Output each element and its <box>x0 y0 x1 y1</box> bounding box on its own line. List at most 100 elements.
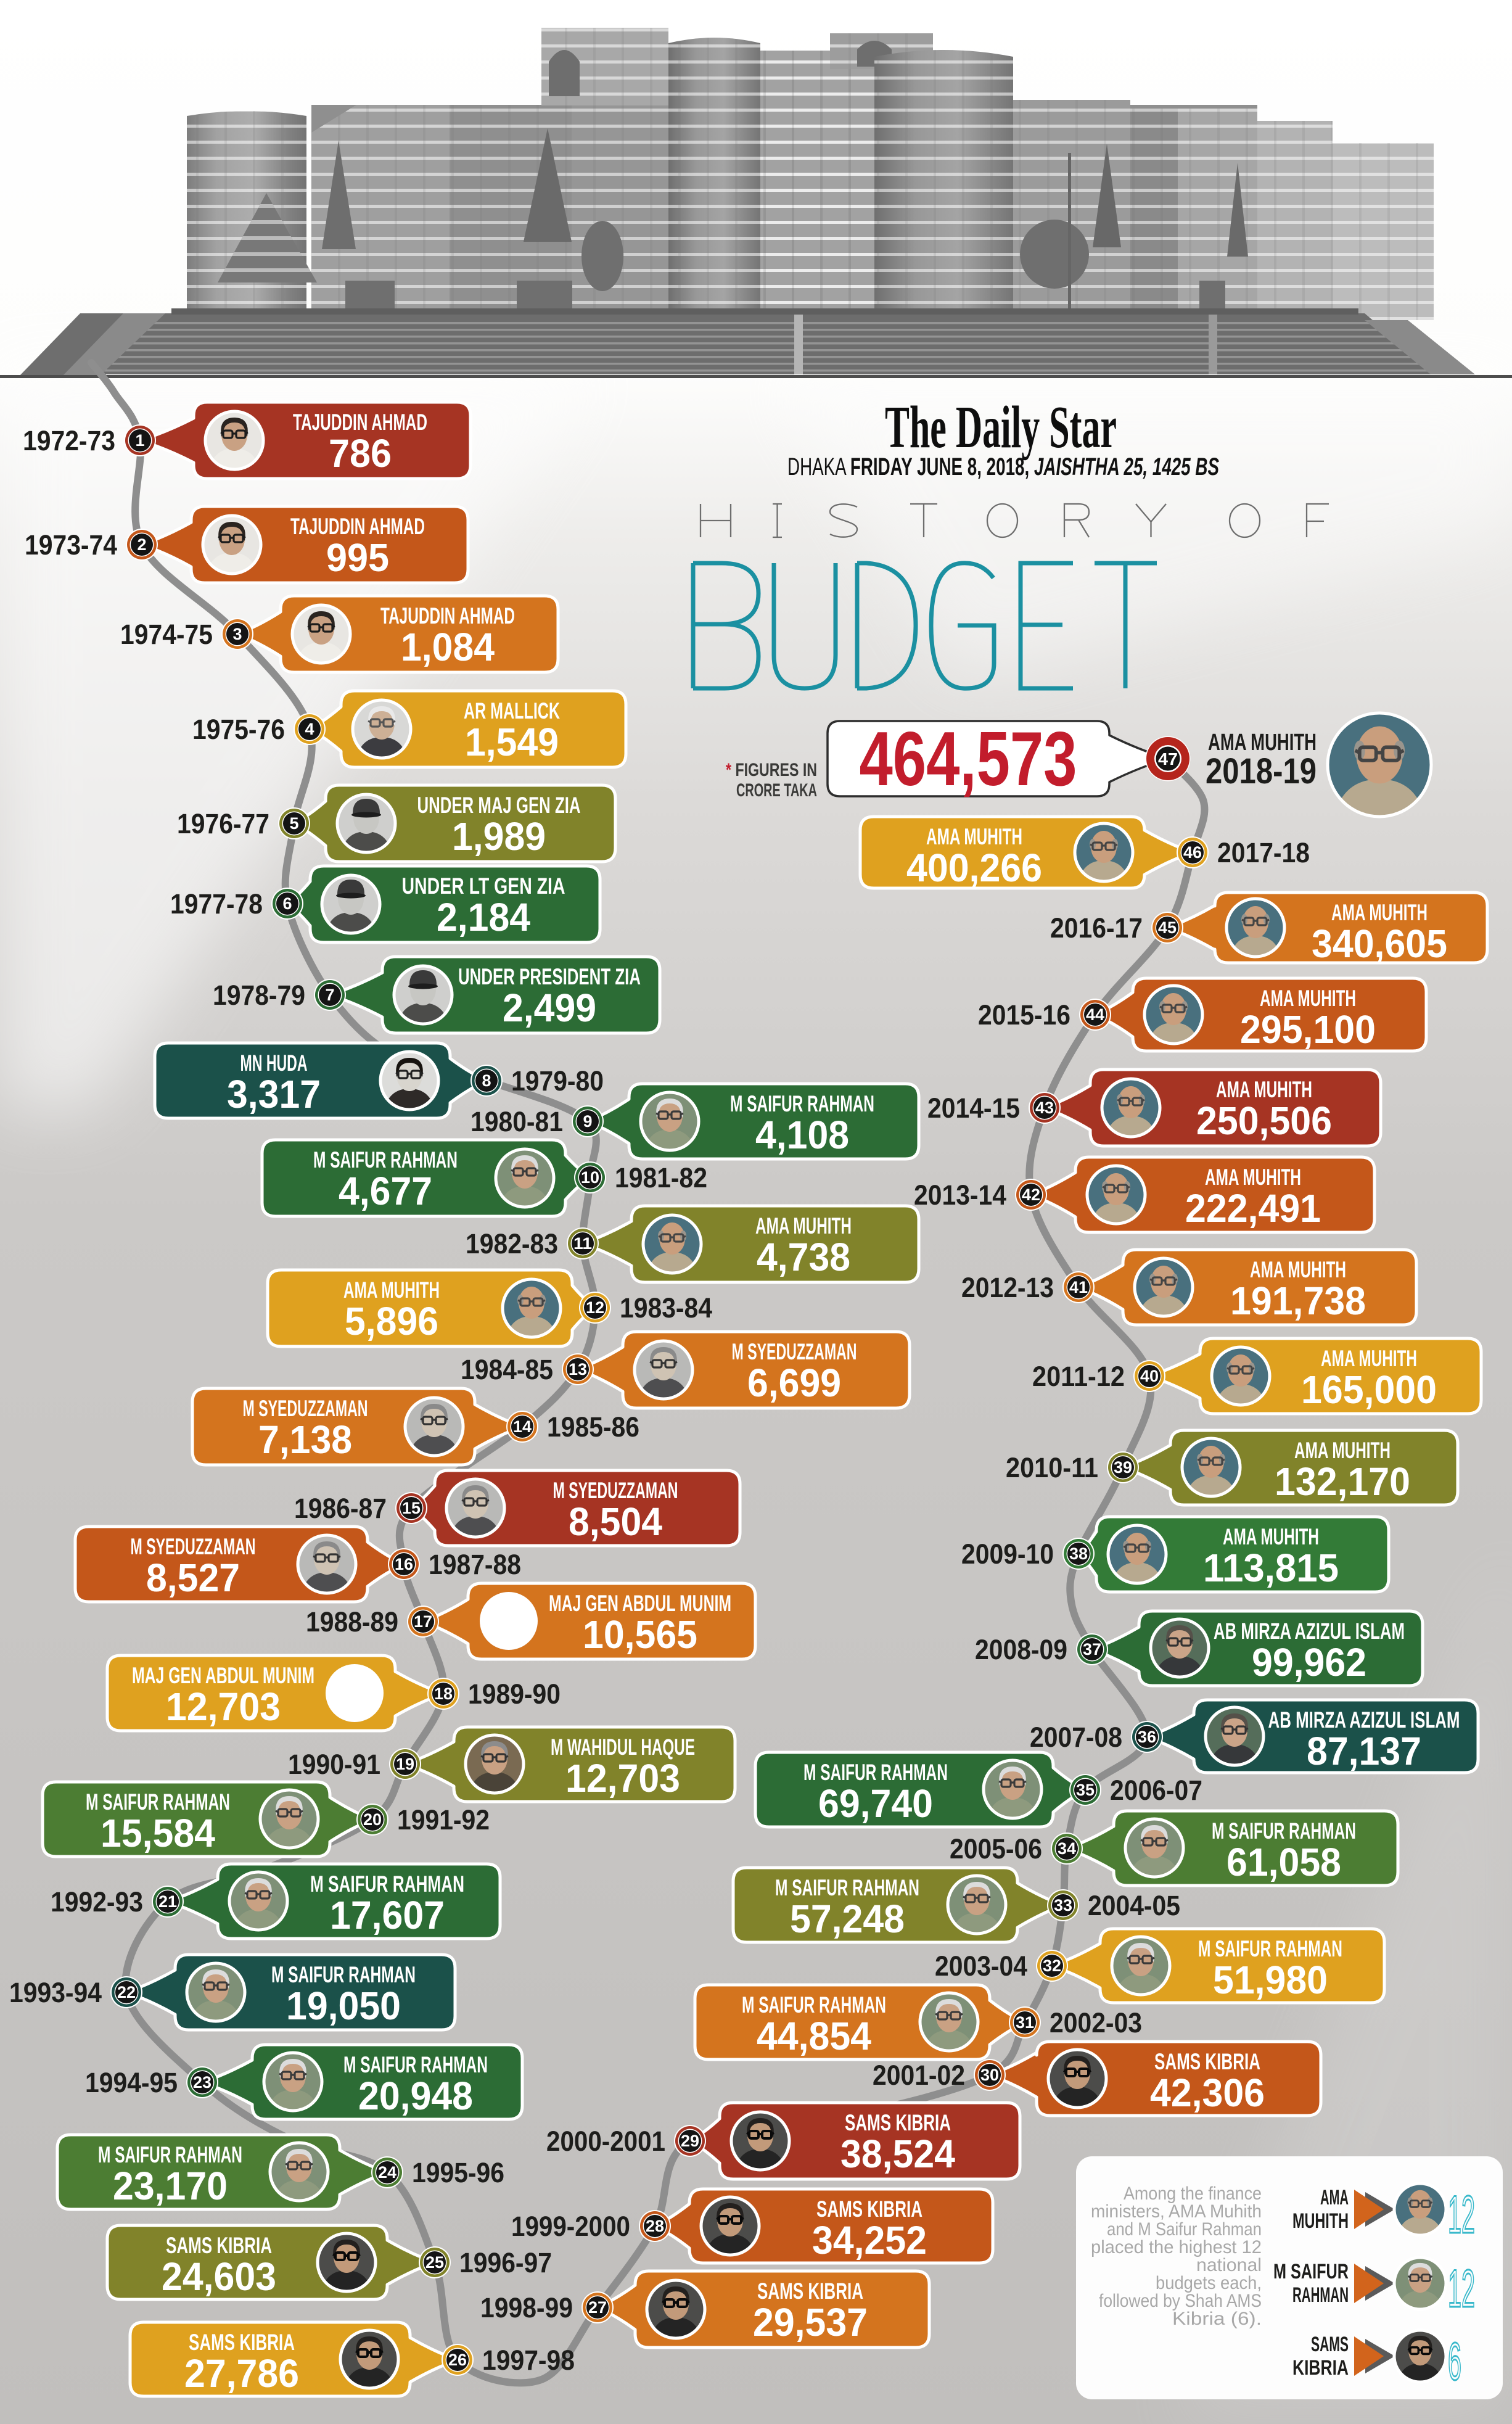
svg-text:10: 10 <box>581 1168 599 1187</box>
svg-text:M SAIFUR RAHMAN: M SAIFUR RAHMAN <box>803 1760 948 1785</box>
svg-text:1989-90: 1989-90 <box>468 1678 561 1710</box>
svg-text:7: 7 <box>325 986 334 1004</box>
svg-text:2017-18: 2017-18 <box>1217 837 1310 868</box>
svg-text:AMA MUHITH: AMA MUHITH <box>926 824 1022 849</box>
svg-text:28: 28 <box>646 2217 664 2235</box>
svg-text:191,738: 191,738 <box>1230 1279 1366 1323</box>
svg-text:1,989: 1,989 <box>452 814 546 859</box>
svg-text:1988-89: 1988-89 <box>306 1606 398 1638</box>
svg-text:1985-86: 1985-86 <box>547 1411 639 1443</box>
svg-text:UNDER PRESIDENT ZIA: UNDER PRESIDENT ZIA <box>458 964 641 989</box>
svg-text:24: 24 <box>378 2163 396 2182</box>
svg-text:2,184: 2,184 <box>437 895 530 939</box>
svg-text:and M Saifur Rahman: and M Saifur Rahman <box>1107 2219 1262 2240</box>
svg-text:MAJ GEN ABDUL MUNIM: MAJ GEN ABDUL MUNIM <box>549 1591 731 1616</box>
svg-text:4,677: 4,677 <box>339 1169 432 1213</box>
svg-text:AMA: AMA <box>1320 2186 1349 2209</box>
svg-text:340,605: 340,605 <box>1312 921 1447 966</box>
svg-text:6: 6 <box>282 894 292 913</box>
svg-text:2007-08: 2007-08 <box>1030 1721 1122 1753</box>
svg-text:38,524: 38,524 <box>840 2132 955 2176</box>
svg-text:AMA MUHITH: AMA MUHITH <box>1208 730 1317 756</box>
svg-text:M SYEDUZZAMAN: M SYEDUZZAMAN <box>131 1534 256 1559</box>
svg-text:M SYEDUZZAMAN: M SYEDUZZAMAN <box>243 1396 368 1421</box>
svg-text:RAHMAN: RAHMAN <box>1292 2283 1349 2307</box>
svg-text:1984-85: 1984-85 <box>461 1354 553 1385</box>
svg-text:13: 13 <box>569 1360 587 1379</box>
svg-text:27: 27 <box>588 2298 607 2317</box>
svg-text:2004-05: 2004-05 <box>1088 1890 1180 1921</box>
svg-text:113,815: 113,815 <box>1203 1546 1339 1590</box>
svg-text:2012-13: 2012-13 <box>961 1272 1054 1303</box>
svg-text:M WAHIDUL HAQUE: M WAHIDUL HAQUE <box>551 1734 695 1760</box>
svg-text:AR MALLICK: AR MALLICK <box>464 698 560 723</box>
svg-text:1999-2000: 1999-2000 <box>511 2211 630 2242</box>
svg-text:24,603: 24,603 <box>162 2254 276 2299</box>
svg-text:1992-93: 1992-93 <box>51 1886 143 1918</box>
svg-text:295,100: 295,100 <box>1240 1007 1376 1052</box>
svg-text:M SAIFUR RAHMAN: M SAIFUR RAHMAN <box>271 1962 416 1987</box>
svg-text:AMA MUHITH: AMA MUHITH <box>343 1277 440 1303</box>
svg-text:AMA MUHITH: AMA MUHITH <box>1216 1077 1312 1102</box>
svg-text:45: 45 <box>1158 918 1177 937</box>
svg-text:TAJUDDIN AHMAD: TAJUDDIN AHMAD <box>290 514 425 539</box>
svg-text:10,565: 10,565 <box>583 1612 697 1657</box>
svg-text:47: 47 <box>1158 749 1178 769</box>
svg-text:32: 32 <box>1043 1956 1061 1975</box>
svg-text:1982-83: 1982-83 <box>466 1228 558 1259</box>
svg-text:57,248: 57,248 <box>790 1897 905 1941</box>
svg-text:AB MIRZA AZIZUL ISLAM: AB MIRZA AZIZUL ISLAM <box>1214 1618 1405 1644</box>
svg-text:5,896: 5,896 <box>345 1299 438 1343</box>
svg-text:1975-76: 1975-76 <box>192 714 285 745</box>
svg-text:21: 21 <box>158 1892 177 1911</box>
svg-text:DHAKA FRIDAY JUNE 8, 2018, JAI: DHAKA FRIDAY JUNE 8, 2018, JAISHTHA 25, … <box>787 453 1219 480</box>
svg-text:36: 36 <box>1138 1728 1156 1746</box>
svg-text:6,699: 6,699 <box>747 1361 841 1405</box>
svg-text:1993-94: 1993-94 <box>9 1977 102 2008</box>
svg-text:6: 6 <box>1448 2332 1461 2391</box>
svg-text:222,491: 222,491 <box>1185 1186 1321 1231</box>
svg-text:99,962: 99,962 <box>1252 1640 1366 1684</box>
svg-text:1994-95: 1994-95 <box>85 2067 178 2098</box>
svg-text:12,703: 12,703 <box>166 1684 281 1729</box>
svg-text:400,266: 400,266 <box>906 846 1042 890</box>
svg-text:SAMS KIBRIA: SAMS KIBRIA <box>816 2196 922 2222</box>
svg-text:42: 42 <box>1022 1185 1040 1204</box>
svg-text:The Daily Star: The Daily Star <box>885 394 1117 460</box>
svg-text:34,252: 34,252 <box>812 2218 927 2262</box>
svg-text:17: 17 <box>414 1612 432 1631</box>
svg-text:15,584: 15,584 <box>101 1811 215 1855</box>
svg-text:165,000: 165,000 <box>1301 1367 1437 1412</box>
svg-text:M SAIFUR RAHMAN: M SAIFUR RAHMAN <box>86 1789 230 1815</box>
svg-text:M SYEDUZZAMAN: M SYEDUZZAMAN <box>732 1339 857 1364</box>
svg-text:SAMS KIBRIA: SAMS KIBRIA <box>166 2233 272 2258</box>
svg-text:44: 44 <box>1086 1005 1104 1024</box>
svg-text:SAMS KIBRIA: SAMS KIBRIA <box>1154 2049 1260 2074</box>
svg-text:15: 15 <box>402 1499 421 1517</box>
svg-text:14: 14 <box>513 1417 532 1436</box>
svg-text:12: 12 <box>1448 2259 1475 2319</box>
svg-text:* FIGURES IN: * FIGURES IN <box>726 760 817 780</box>
svg-text:AMA MUHITH: AMA MUHITH <box>1321 1346 1417 1371</box>
svg-text:2002-03: 2002-03 <box>1050 2007 1142 2039</box>
svg-text:40: 40 <box>1140 1367 1159 1385</box>
svg-text:M SAIFUR RAHMAN: M SAIFUR RAHMAN <box>343 2052 488 2077</box>
svg-text:69,740: 69,740 <box>818 1781 933 1826</box>
svg-text:1995-96: 1995-96 <box>412 2157 504 2188</box>
svg-text:33: 33 <box>1054 1896 1072 1915</box>
svg-text:9: 9 <box>583 1112 592 1131</box>
svg-text:AMA MUHITH: AMA MUHITH <box>1331 900 1428 925</box>
svg-text:37: 37 <box>1083 1640 1101 1659</box>
svg-text:Among the finance: Among the finance <box>1124 2183 1262 2204</box>
svg-text:UNDER LT GEN ZIA: UNDER LT GEN ZIA <box>402 873 565 899</box>
svg-text:20: 20 <box>363 1810 382 1829</box>
svg-text:25: 25 <box>425 2253 444 2272</box>
svg-text:132,170: 132,170 <box>1275 1459 1410 1504</box>
svg-text:22: 22 <box>117 1983 136 2001</box>
svg-text:1981-82: 1981-82 <box>615 1162 707 1193</box>
svg-text:26: 26 <box>448 2351 467 2369</box>
svg-text:AMA MUHITH: AMA MUHITH <box>1205 1165 1301 1190</box>
svg-text:1979-80: 1979-80 <box>511 1065 604 1097</box>
svg-text:19: 19 <box>396 1755 414 1773</box>
svg-text:17,607: 17,607 <box>330 1893 445 1937</box>
